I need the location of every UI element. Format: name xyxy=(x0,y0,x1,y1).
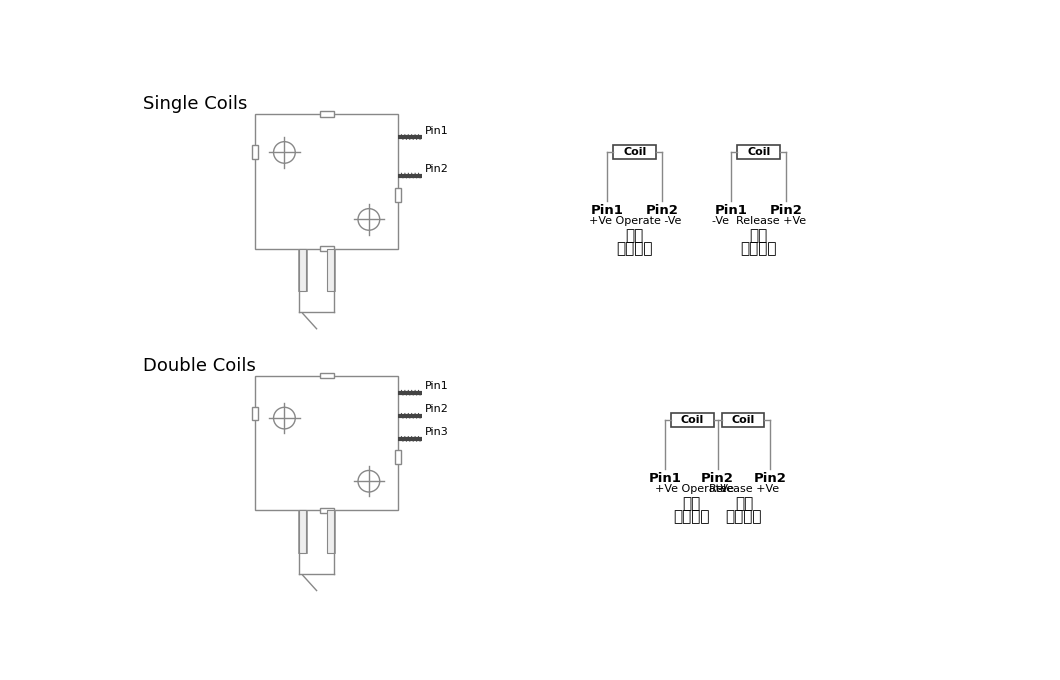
Bar xyxy=(320,373,334,379)
Text: Coil: Coil xyxy=(681,415,704,424)
Bar xyxy=(298,249,306,291)
Bar xyxy=(614,145,656,158)
Text: Coil: Coil xyxy=(747,147,771,156)
Bar xyxy=(671,413,713,426)
Bar xyxy=(299,249,305,291)
Text: Pin2: Pin2 xyxy=(425,404,448,414)
Text: +Ve Operate -Ve: +Ve Operate -Ve xyxy=(588,216,681,226)
Text: （闭合）: （闭合） xyxy=(617,241,653,256)
Text: Pin2: Pin2 xyxy=(646,204,678,217)
Text: （闭合）: （闭合） xyxy=(673,509,709,524)
Text: Pin2: Pin2 xyxy=(754,472,787,485)
Text: Pin1: Pin1 xyxy=(590,204,623,217)
Bar xyxy=(395,188,402,202)
Text: 吸合: 吸合 xyxy=(683,496,701,511)
Text: Coil: Coil xyxy=(623,147,647,156)
Text: Pin3: Pin3 xyxy=(425,427,448,437)
Text: +Ve Operate: +Ve Operate xyxy=(655,484,727,494)
Text: Double Coils: Double Coils xyxy=(143,357,257,375)
Bar xyxy=(328,511,334,553)
Bar xyxy=(320,508,334,513)
Text: Pin2: Pin2 xyxy=(701,472,735,485)
Bar xyxy=(722,413,764,426)
Bar xyxy=(320,246,334,252)
Text: 吸合: 吸合 xyxy=(625,228,643,243)
Text: -Ve: -Ve xyxy=(718,484,735,494)
Text: Pin2: Pin2 xyxy=(770,204,802,217)
Bar xyxy=(255,114,399,249)
Text: Pin1: Pin1 xyxy=(425,126,448,135)
Text: Pin1: Pin1 xyxy=(425,381,448,391)
Bar xyxy=(326,511,335,553)
Bar xyxy=(326,249,335,291)
Bar xyxy=(252,407,258,420)
Text: （断开）: （断开） xyxy=(741,241,777,256)
Bar xyxy=(328,249,334,291)
Bar xyxy=(320,112,334,117)
Text: （断开）: （断开） xyxy=(726,509,762,524)
Bar xyxy=(738,145,780,158)
Bar xyxy=(255,376,399,511)
Text: Release +Ve: Release +Ve xyxy=(709,484,779,494)
Text: Coil: Coil xyxy=(731,415,755,424)
Text: 复归: 复归 xyxy=(749,228,767,243)
Bar xyxy=(298,511,306,553)
Text: Single Coils: Single Coils xyxy=(143,95,248,114)
Bar xyxy=(299,511,305,553)
Text: -Ve  Release +Ve: -Ve Release +Ve xyxy=(711,216,806,226)
Text: 复归: 复归 xyxy=(735,496,753,511)
Text: Pin1: Pin1 xyxy=(714,204,747,217)
Bar xyxy=(252,145,258,158)
Text: Pin2: Pin2 xyxy=(425,164,448,174)
Bar xyxy=(395,449,402,464)
Text: Pin1: Pin1 xyxy=(649,472,682,485)
